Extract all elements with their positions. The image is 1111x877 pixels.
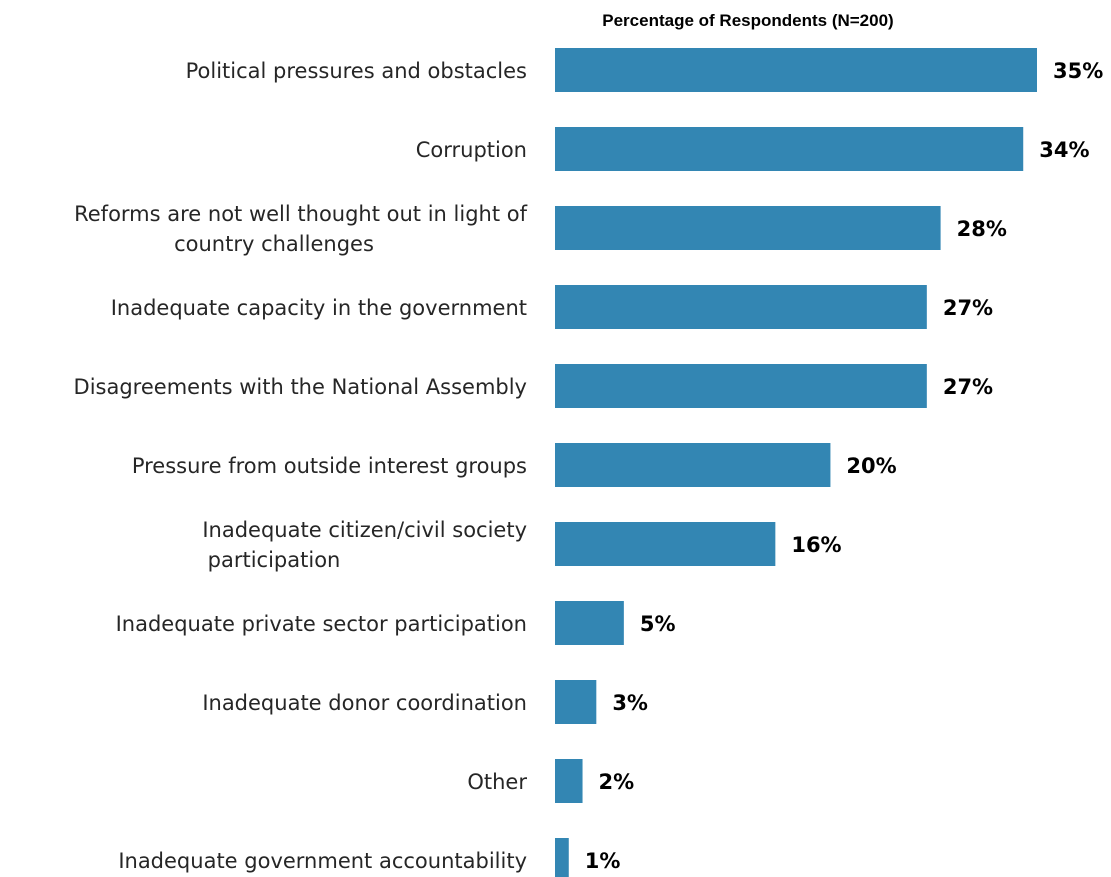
- bar: [555, 680, 597, 724]
- category-label: Inadequate citizen/civil society particip…: [202, 518, 527, 572]
- bar: [555, 206, 941, 250]
- data-label: 5%: [640, 612, 676, 636]
- data-label: 34%: [1039, 138, 1089, 162]
- data-label: 27%: [943, 296, 993, 320]
- bar: [555, 522, 776, 566]
- category-label: Inadequate private sector participation: [116, 612, 527, 636]
- data-label: 28%: [957, 217, 1007, 241]
- category-label: Political pressures and obstacles: [186, 59, 527, 83]
- category-label: Other: [467, 770, 527, 794]
- category-label: Pressure from outside interest groups: [132, 454, 527, 478]
- category-label: Reforms are not well thought out in ligh…: [74, 202, 527, 256]
- category-label: Inadequate donor coordination: [202, 691, 527, 715]
- data-label: 35%: [1053, 59, 1103, 83]
- bar: [555, 285, 927, 329]
- chart-title: Percentage of Respondents (N=200): [602, 11, 893, 30]
- data-label: 1%: [585, 849, 621, 873]
- category-label: Inadequate capacity in the government: [111, 296, 527, 320]
- data-label: 2%: [599, 770, 635, 794]
- category-label: Inadequate government accountability: [118, 849, 527, 873]
- bar: [555, 127, 1024, 171]
- bar: [555, 443, 831, 487]
- category-label: Disagreements with the National Assembly: [74, 375, 527, 399]
- data-label: 16%: [791, 533, 841, 557]
- bar: [555, 759, 583, 803]
- bar: [555, 838, 569, 877]
- category-label: Corruption: [416, 138, 527, 162]
- bar: [555, 601, 624, 645]
- bars-group: 35% Political pressures and obstacles 34% C…: [74, 48, 1103, 877]
- data-label: 27%: [943, 375, 993, 399]
- data-label: 20%: [846, 454, 896, 478]
- bar: [555, 364, 927, 408]
- data-label: 3%: [612, 691, 648, 715]
- bar: [555, 48, 1037, 92]
